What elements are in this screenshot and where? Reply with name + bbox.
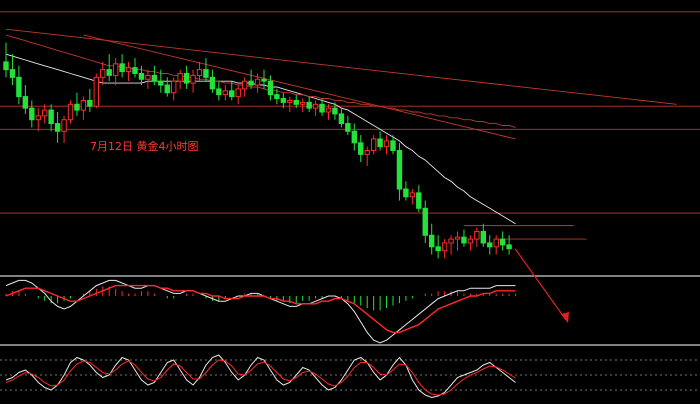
candle-body — [54, 123, 61, 132]
candle-body — [441, 242, 448, 252]
candle-body — [216, 88, 222, 96]
candle-body — [177, 72, 183, 82]
candle-body — [358, 142, 364, 155]
candle-body — [254, 78, 261, 86]
candle-body — [119, 63, 125, 73]
moving-average-line — [5, 34, 516, 128]
projection-arrowhead — [561, 312, 569, 323]
candle-body — [312, 103, 319, 109]
candle-body — [29, 107, 35, 121]
projection-arrow — [514, 248, 567, 321]
candle-body — [151, 74, 158, 82]
candle-body — [61, 119, 67, 132]
candle-body — [332, 107, 338, 115]
candle-body — [364, 150, 370, 155]
candle-body — [16, 76, 22, 98]
candle-body — [138, 72, 145, 80]
candle-body — [383, 140, 390, 148]
candle-body — [35, 115, 41, 121]
kdj-d-line — [5, 359, 516, 396]
candle-body — [480, 230, 487, 244]
candle-body — [499, 238, 506, 246]
candle-body — [209, 76, 216, 90]
candle-body — [351, 130, 358, 144]
candle-body — [183, 72, 190, 84]
candle-body — [461, 236, 467, 244]
macd-dif-line — [5, 279, 516, 344]
candle-body — [132, 67, 138, 74]
candle-body — [22, 96, 29, 109]
candle-body — [474, 230, 480, 240]
candle-body — [222, 90, 229, 96]
candle-body — [74, 103, 80, 111]
candle-body — [377, 138, 383, 148]
candle-body — [409, 192, 416, 198]
candle-body — [403, 188, 409, 198]
candle-body — [196, 69, 203, 76]
candle-body — [241, 80, 248, 90]
candle-body — [338, 113, 345, 125]
candle-body — [3, 61, 9, 71]
candle-body — [171, 80, 177, 94]
candle-body — [487, 242, 493, 248]
candle-body — [454, 236, 461, 240]
candle-body — [319, 103, 325, 113]
candle-body — [396, 150, 403, 190]
trendline — [5, 28, 677, 105]
candle-body — [48, 109, 54, 125]
candle-body — [429, 234, 435, 248]
candle-body — [370, 138, 377, 152]
candle-body — [390, 140, 396, 152]
candle-body — [235, 88, 241, 98]
candle-body — [293, 99, 299, 105]
candle-body — [164, 84, 170, 94]
candle-body — [158, 80, 164, 86]
candle-body — [448, 238, 454, 244]
candle-body — [100, 69, 106, 78]
candle-body — [325, 107, 332, 113]
candle-body — [274, 94, 280, 100]
candle-body — [229, 90, 235, 98]
kdj-k-line — [5, 354, 516, 399]
candle-body — [67, 103, 74, 121]
candle-body — [106, 69, 112, 76]
candle-body — [467, 238, 474, 244]
candle-body — [145, 74, 151, 80]
macd-dea-line — [5, 284, 516, 334]
candle-body — [261, 78, 267, 82]
candle-body — [493, 238, 499, 248]
candle-body — [506, 244, 512, 250]
candle-body — [9, 69, 16, 78]
candle-body — [203, 69, 209, 78]
candle-body — [80, 99, 87, 111]
candle-body — [125, 67, 132, 73]
candle-body — [306, 101, 312, 109]
candle-body — [42, 109, 48, 117]
candle-body — [248, 80, 254, 86]
chart-title: 7月12日 黄金4小时图 — [90, 140, 199, 153]
candle-body — [190, 74, 196, 84]
moving-average-line — [5, 53, 516, 225]
candle-body — [93, 76, 99, 107]
candle-body — [267, 80, 274, 96]
candle-body — [287, 99, 293, 103]
candle-body — [435, 246, 441, 252]
candle-body — [280, 98, 287, 103]
candle-body — [112, 63, 119, 76]
candle-body — [345, 123, 351, 132]
trendline — [83, 34, 516, 140]
candle-body — [87, 99, 93, 107]
candle-body — [300, 101, 306, 105]
candle-body — [422, 207, 428, 236]
candle-body — [416, 192, 422, 209]
